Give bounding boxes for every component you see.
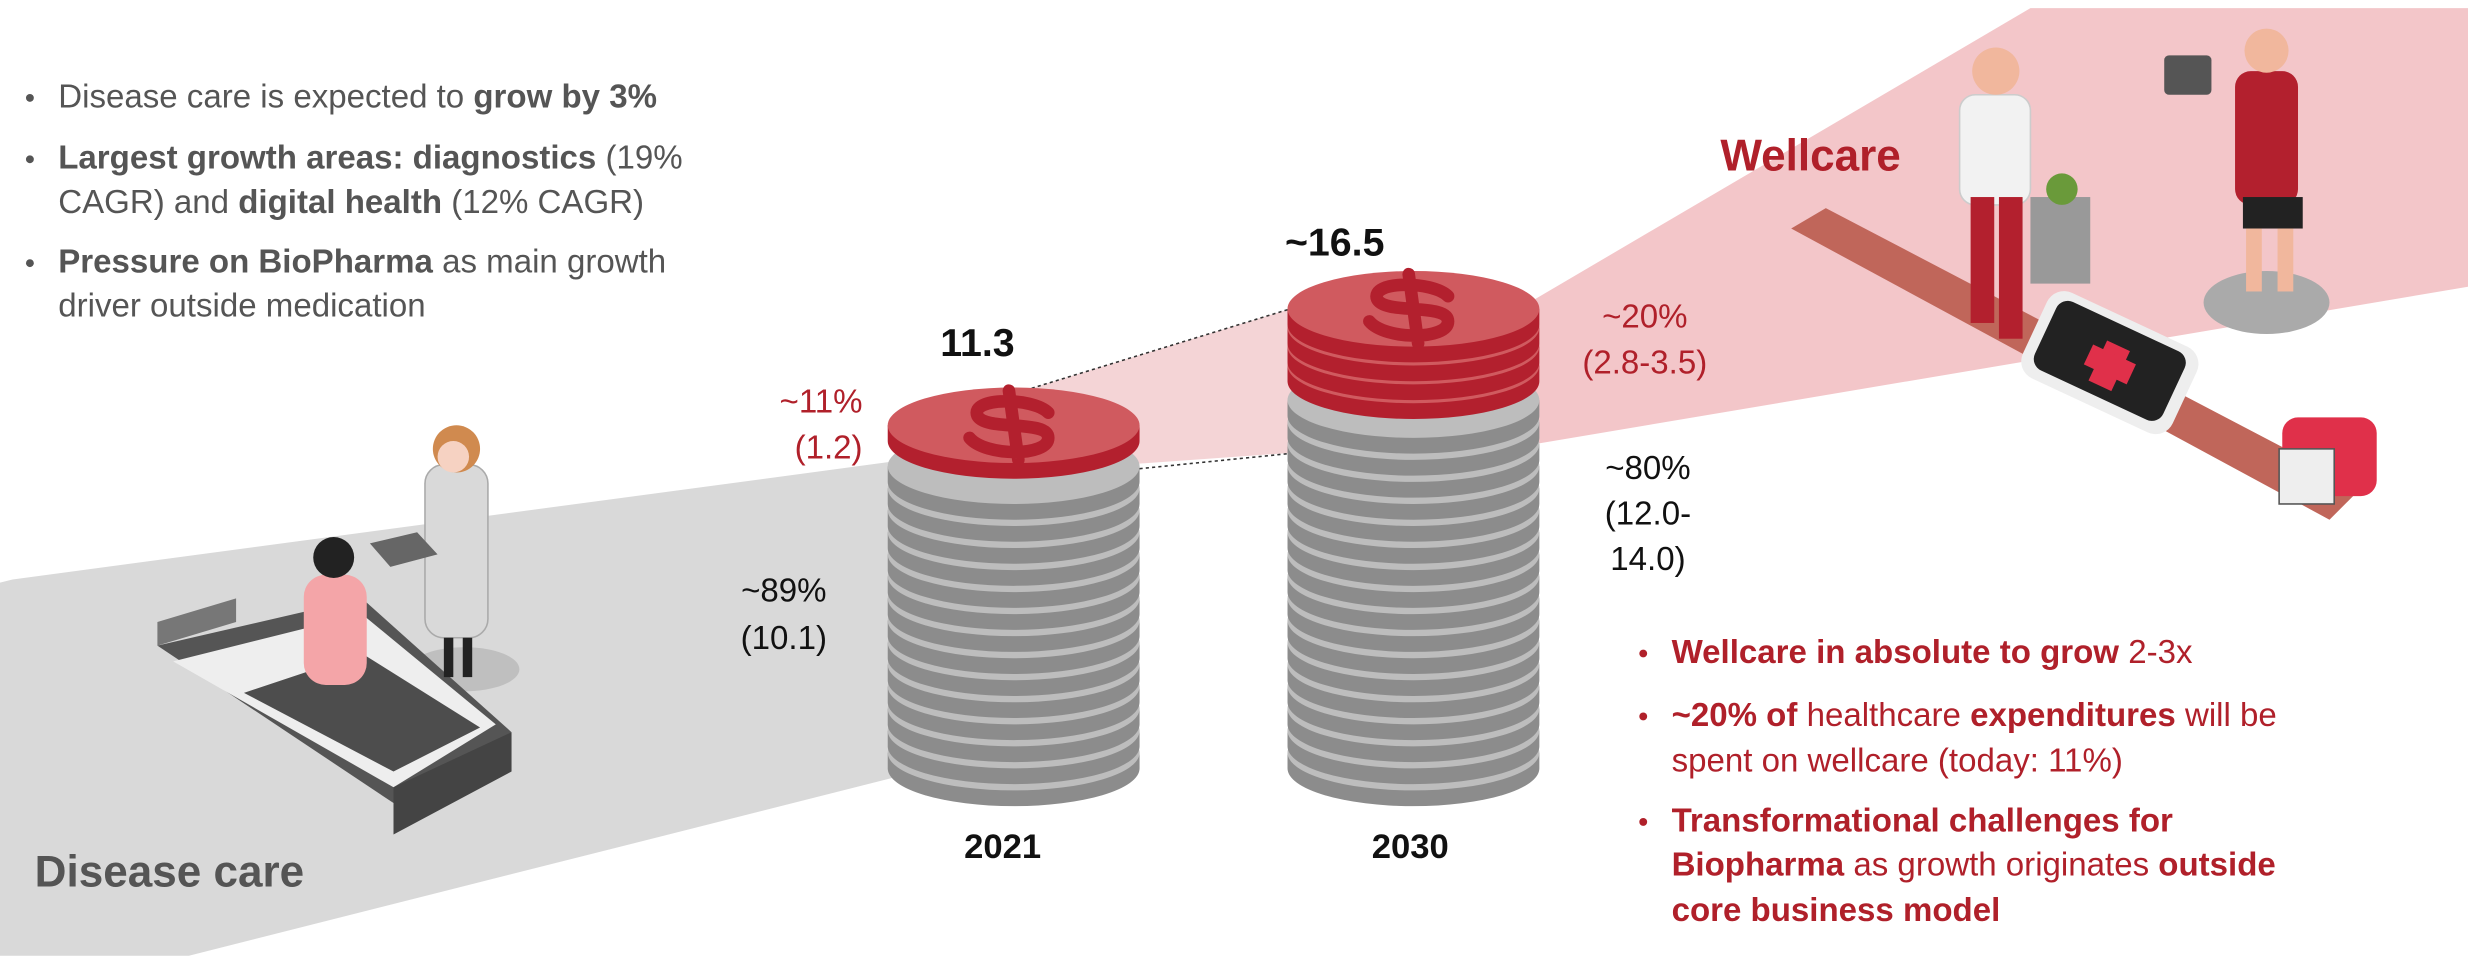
text-run: as growth originates — [1844, 846, 2158, 883]
text-run: (12% CAGR) — [442, 184, 644, 221]
bullet-line: spent on wellcare (today: 11%) — [1672, 743, 2123, 780]
infographic: Disease care is expected to grow by 3% La… — [0, 0, 2468, 956]
bullet-line: Transformational challenges for — [1672, 802, 2173, 839]
bullet-line: Disease care is expected to grow by 3% — [58, 78, 657, 115]
bullet-line: driver outside medication — [58, 288, 425, 325]
text-run: CAGR) and — [58, 184, 238, 221]
total-label: ~16.5 — [1285, 220, 1385, 264]
text-run: grow by 3% — [473, 78, 657, 115]
bullet-dot — [26, 259, 34, 267]
dollar-icon — [1369, 274, 1448, 343]
text-run: Pressure on BioPharma — [58, 244, 433, 281]
bullet-line: Biopharma as growth originates outside — [1672, 846, 2276, 883]
text-run: digital health — [238, 184, 442, 221]
wellcare-title: Wellcare — [1720, 131, 1900, 180]
text-run: Largest growth areas: diagnostics — [58, 140, 596, 177]
disease-value: 14.0) — [1610, 541, 1685, 578]
bullet-dot — [26, 94, 34, 102]
text-run: driver outside medication — [58, 288, 425, 325]
text-run: outside — [2158, 846, 2276, 883]
bullet-line: CAGR) and digital health (12% CAGR) — [58, 184, 644, 221]
total-label: 11.3 — [940, 321, 1014, 365]
wellcare-share: ~20% — [1602, 299, 1687, 336]
wellcare-value: (2.8-3.5) — [1582, 344, 1707, 381]
dollar-icon — [970, 391, 1049, 460]
text-run: Transformational challenges for — [1672, 802, 2173, 839]
text-run: spent on wellcare (today: 11%) — [1672, 743, 2123, 780]
disease-share: ~89% — [741, 573, 826, 610]
disease-value: (10.1) — [741, 620, 827, 657]
disease-share: ~80% — [1605, 450, 1690, 487]
text-run: ~20% of — [1672, 697, 1799, 734]
text-run: Disease care is expected to — [58, 78, 473, 115]
text-run: expenditures — [1970, 697, 2176, 734]
text-run: healthcare — [1797, 697, 1970, 734]
bullet-dot — [26, 155, 34, 163]
text-run: will be — [2176, 697, 2277, 734]
disease-care-title: Disease care — [35, 847, 304, 896]
bullet-line: Wellcare in absolute to grow 2-3x — [1672, 634, 2193, 671]
text-run: 2-3x — [2119, 634, 2193, 671]
bullet-dot — [1639, 713, 1647, 721]
bullet-line: Largest growth areas: diagnostics (19% — [58, 140, 682, 177]
wellcare-share: ~11% — [780, 384, 863, 421]
bullet-line: core business model — [1672, 892, 2001, 929]
disease-value: (12.0- — [1605, 495, 1691, 532]
year-label: 2030 — [1372, 828, 1449, 866]
page: Disease care is expected to grow by 3% La… — [0, 0, 2468, 956]
bullet-line: Pressure on BioPharma as main growth — [58, 244, 666, 281]
text-run: Wellcare in absolute to grow — [1672, 634, 2120, 671]
text-run: (19% — [596, 140, 682, 177]
year-label: 2021 — [964, 828, 1041, 866]
bullet-dot — [1639, 650, 1647, 658]
wellcare-value: (1.2) — [795, 429, 863, 466]
text-run: core business model — [1672, 892, 2001, 929]
bullet-dot — [1639, 818, 1647, 826]
bullet-line: ~20% of healthcare expenditures will be — [1672, 697, 2277, 734]
text-run: as main growth — [433, 244, 666, 281]
text-run: Biopharma — [1672, 846, 1845, 883]
